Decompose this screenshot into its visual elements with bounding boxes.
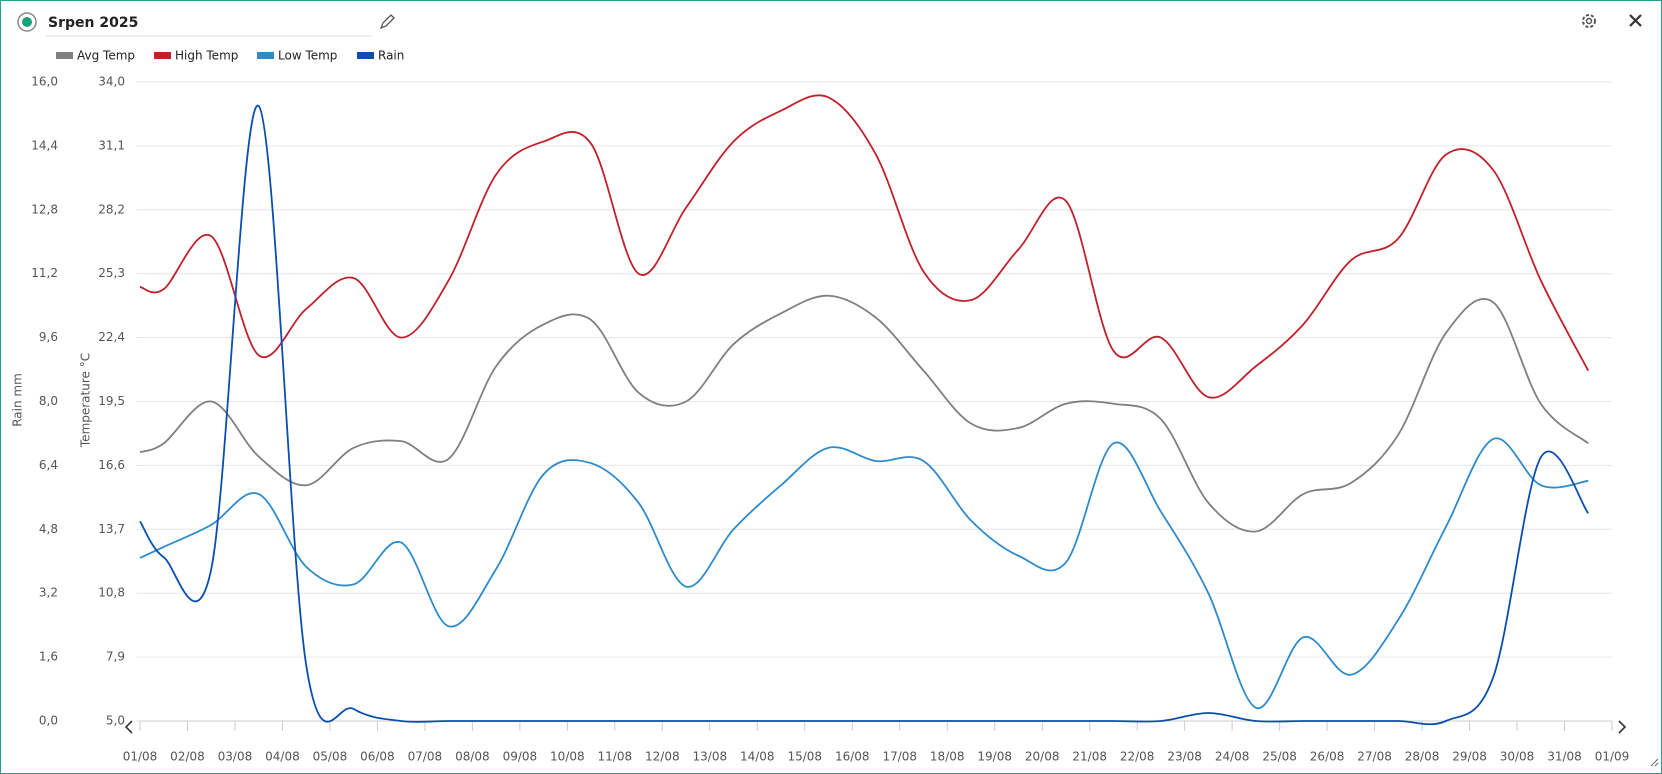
legend-item[interactable]: Avg Temp: [56, 49, 135, 63]
x-tick-label: 25/08: [1262, 750, 1297, 764]
y-tick-label: 9,6: [39, 330, 58, 344]
x-tick-label: 04/08: [265, 750, 300, 764]
legend-swatch: [154, 52, 171, 59]
y2-tick-label: 28,2: [98, 202, 125, 216]
gear-outer: [1582, 14, 1596, 28]
x-tick-label: 27/08: [1357, 750, 1392, 764]
y2-tick-label: 10,8: [98, 586, 125, 600]
y-tick-label: 3,2: [39, 586, 58, 600]
x-tick-label: 24/08: [1215, 750, 1250, 764]
y-tick-label: 0,0: [39, 714, 58, 728]
y2-tick-label: 19,5: [98, 394, 125, 408]
close-icon[interactable]: [1629, 14, 1642, 27]
legend-swatch: [357, 52, 374, 59]
legend-label: Avg Temp: [77, 49, 135, 63]
prev-arrow[interactable]: [124, 720, 133, 734]
x-tick-label: 26/08: [1310, 750, 1345, 764]
series-line: [139, 105, 1589, 726]
y2-tick-label: 5,0: [106, 714, 125, 728]
x-tick-label: 10/08: [550, 750, 585, 764]
x-tick-label: 23/08: [1167, 750, 1202, 764]
y-tick-label: 12,8: [31, 202, 58, 216]
x-tick-label: 30/08: [1500, 750, 1535, 764]
x-tick-label: 31/08: [1547, 750, 1582, 764]
legend-label: Low Temp: [278, 49, 337, 63]
y2-tick-label: 31,1: [98, 138, 125, 152]
x-tick-label: 15/08: [787, 750, 822, 764]
x-tick-label: 03/08: [218, 750, 253, 764]
legend-item[interactable]: Low Temp: [257, 49, 337, 63]
legend-item[interactable]: High Temp: [154, 49, 238, 63]
x-tick-label: 01/08: [123, 750, 158, 764]
x-tick-label: 18/08: [930, 750, 965, 764]
resize-grip: [1650, 758, 1659, 767]
series-line: [139, 94, 1590, 399]
x-tick-label: 11/08: [598, 750, 633, 764]
x-tick-label: 22/08: [1120, 750, 1155, 764]
y-tick-label: 1,6: [39, 650, 58, 664]
y-axis-title: Rain mm: [11, 373, 25, 427]
x-tick-label: 19/08: [977, 750, 1012, 764]
y-tick-label: 4,8: [39, 522, 58, 536]
y2-tick-label: 25,3: [98, 266, 125, 280]
x-tick-label: 14/08: [740, 750, 775, 764]
x-tick-label: 28/08: [1405, 750, 1440, 764]
x-tick-label: 08/08: [455, 750, 490, 764]
x-tick-label: 21/08: [1072, 750, 1107, 764]
y-tick-label: 8,0: [39, 394, 58, 408]
x-tick-label: 16/08: [835, 750, 870, 764]
y-tick-label: 14,4: [31, 138, 58, 152]
y2-tick-label: 13,7: [98, 522, 125, 536]
legend-label: Rain: [378, 49, 404, 63]
x-tick-label: 29/08: [1452, 750, 1487, 764]
gear-inner: [1585, 17, 1593, 25]
y-tick-label: 6,4: [39, 458, 58, 472]
x-tick-label: 20/08: [1025, 750, 1060, 764]
x-tick-label: 05/08: [313, 750, 348, 764]
legend-item[interactable]: Rain: [357, 49, 404, 63]
status-dot: [22, 17, 32, 27]
y2-axis-title: Temperature °C: [79, 353, 93, 448]
x-tick-label: 06/08: [360, 750, 395, 764]
series-line: [139, 294, 1589, 533]
legend-swatch: [56, 52, 73, 59]
settings-icon[interactable]: [1582, 14, 1596, 28]
x-tick-label: 09/08: [503, 750, 538, 764]
y-tick-label: 16,0: [31, 75, 58, 89]
y2-tick-label: 34,0: [98, 75, 125, 89]
x-tick-label: 12/08: [645, 750, 680, 764]
x-tick-label: 01/09: [1595, 750, 1630, 764]
next-arrow[interactable]: [1618, 720, 1627, 734]
header-title: Srpen 2025: [48, 15, 138, 31]
y-tick-label: 11,2: [31, 266, 58, 280]
legend-swatch: [257, 52, 274, 59]
series-line: [139, 437, 1589, 709]
y2-tick-label: 16,6: [98, 458, 125, 472]
x-tick-label: 17/08: [882, 750, 917, 764]
y2-tick-label: 22,4: [98, 330, 125, 344]
legend-label: High Temp: [175, 49, 238, 63]
x-tick-label: 13/08: [693, 750, 728, 764]
y2-tick-label: 7,9: [106, 650, 125, 664]
x-tick-label: 02/08: [170, 750, 205, 764]
x-tick-label: 07/08: [408, 750, 443, 764]
edit-icon[interactable]: [379, 14, 395, 30]
